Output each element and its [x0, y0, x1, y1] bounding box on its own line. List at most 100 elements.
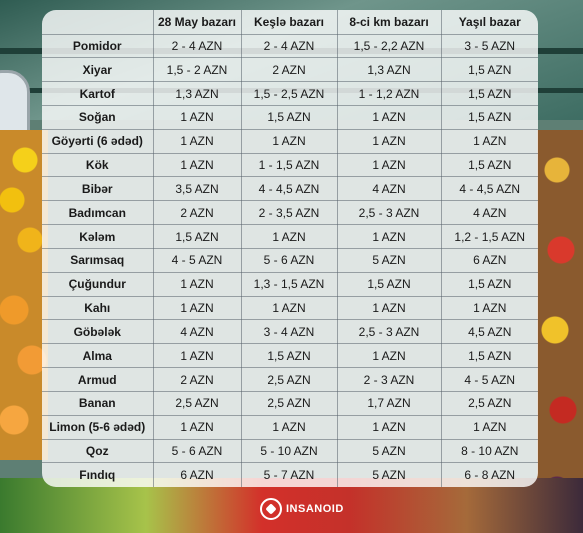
price-cell: 1,5 AZN [440, 343, 538, 369]
price-cell: 1 AZN [240, 224, 338, 249]
price-cell: 5 AZN [336, 462, 442, 487]
price-cell: 1 AZN [440, 295, 538, 321]
price-cell: 2,5 AZN [240, 390, 338, 416]
table-row: Bibər 3,5 AZN 4 - 4,5 AZN 4 AZN 4 - 4,5 AZN [42, 176, 538, 202]
fruit-display-left [0, 130, 48, 460]
price-cell: 2,5 - 3 AZN [336, 200, 442, 226]
price-cell: 1 AZN [336, 152, 442, 178]
product-name-cell: Qoz [42, 438, 154, 464]
price-cell: 6 AZN [152, 462, 242, 487]
header-cell: 28 May bazarı [152, 10, 242, 35]
product-name-cell: Banan [42, 390, 154, 416]
price-cell: 8 - 10 AZN [440, 438, 538, 464]
price-cell: 1 AZN [240, 295, 338, 321]
product-name-cell: Fındıq [42, 462, 154, 487]
price-cell: 4 AZN [440, 200, 538, 226]
fruit-display-right [537, 130, 583, 530]
header-cell: Keşlə bazarı [240, 10, 338, 35]
table-row: Kök 1 AZN 1 - 1,5 AZN 1 AZN 1,5 AZN [42, 152, 538, 178]
price-cell: 2 - 4 AZN [152, 33, 242, 59]
price-cell: 4 - 5 AZN [152, 247, 242, 273]
price-cell: 4 AZN [336, 176, 442, 202]
product-name-cell: Sarımsaq [42, 247, 154, 273]
price-cell: 1,5 - 2,5 AZN [240, 81, 338, 106]
price-cell: 1 AZN [152, 152, 242, 178]
product-name-cell: Kahı [42, 295, 154, 321]
price-cell: 1,3 - 1,5 AZN [240, 271, 338, 297]
price-cell: 2 AZN [240, 57, 338, 83]
price-cell: 2 AZN [152, 200, 242, 226]
table-row: Soğan 1 AZN 1,5 AZN 1 AZN 1,5 AZN [42, 104, 538, 130]
produce-display-bottom [0, 478, 583, 533]
table-row: Limon (5-6 ədəd) 1 AZN 1 AZN 1 AZN 1 AZN [42, 414, 538, 440]
price-cell: 3,5 AZN [152, 176, 242, 202]
price-cell: 5 - 6 AZN [240, 247, 338, 273]
price-cell: 1,5 AZN [440, 81, 538, 106]
product-name-cell: Alma [42, 343, 154, 369]
price-cell: 4 - 4,5 AZN [440, 176, 538, 202]
logo-text: INSANOID [286, 503, 344, 515]
price-cell: 1 AZN [240, 128, 338, 154]
price-cell: 1,5 - 2 AZN [152, 57, 242, 83]
price-cell: 3 - 5 AZN [440, 33, 538, 59]
product-name-cell: Göbələk [42, 319, 154, 345]
price-cell: 1,2 - 1,5 AZN [440, 224, 538, 249]
product-name-cell: Armud [42, 367, 154, 392]
table-header-row: 28 May bazarı Keşlə bazarı 8-ci km bazar… [42, 10, 538, 35]
price-cell: 2,5 AZN [440, 390, 538, 416]
price-cell: 5 AZN [336, 438, 442, 464]
price-cell: 1,5 AZN [440, 271, 538, 297]
table-body: Pomidor 2 - 4 AZN 2 - 4 AZN 1,5 - 2,2 AZN 3 … [42, 33, 538, 487]
table-row: Badımcan 2 AZN 2 - 3,5 AZN 2,5 - 3 AZN 4 AZN [42, 200, 538, 226]
price-cell: 5 - 10 AZN [240, 438, 338, 464]
price-cell: 6 - 8 AZN [440, 462, 538, 487]
price-cell: 2,5 AZN [240, 367, 338, 392]
table-row: Xiyar 1,5 - 2 AZN 2 AZN 1,3 AZN 1,5 AZN [42, 57, 538, 83]
price-cell: 1 AZN [152, 343, 242, 369]
table-row: Kartof 1,3 AZN 1,5 - 2,5 AZN 1 - 1,2 AZN 1,5… [42, 81, 538, 106]
price-table: 28 May bazarı Keşlə bazarı 8-ci km bazar… [42, 10, 538, 487]
price-cell: 1 AZN [336, 343, 442, 369]
logo-icon [260, 498, 282, 520]
price-cell: 1 AZN [440, 128, 538, 154]
price-table-panel: 28 May bazarı Keşlə bazarı 8-ci km bazar… [42, 10, 538, 487]
price-cell: 5 - 7 AZN [240, 462, 338, 487]
table-row: Göyərti (6 ədəd) 1 AZN 1 AZN 1 AZN 1 AZN [42, 128, 538, 154]
price-cell: 5 AZN [336, 247, 442, 273]
product-name-cell: Kök [42, 152, 154, 178]
insanoid-logo: INSANOID [260, 498, 344, 520]
price-cell: 1 - 1,2 AZN [336, 81, 442, 106]
table-row: Armud 2 AZN 2,5 AZN 2 - 3 AZN 4 - 5 AZN [42, 367, 538, 392]
price-cell: 4,5 AZN [440, 319, 538, 345]
price-cell: 1 AZN [152, 414, 242, 440]
price-cell: 4 AZN [152, 319, 242, 345]
price-cell: 1,5 AZN [440, 104, 538, 130]
price-cell: 1 AZN [336, 104, 442, 130]
table-row: Fındıq 6 AZN 5 - 7 AZN 5 AZN 6 - 8 AZN [42, 462, 538, 487]
price-cell: 1,5 AZN [240, 343, 338, 369]
price-cell: 1 AZN [152, 104, 242, 130]
table-row: Pomidor 2 - 4 AZN 2 - 4 AZN 1,5 - 2,2 AZN 3 … [42, 33, 538, 59]
price-cell: 3 - 4 AZN [240, 319, 338, 345]
product-name-cell: Xiyar [42, 57, 154, 83]
product-name-cell: Göyərti (6 ədəd) [42, 128, 154, 154]
price-cell: 4 - 5 AZN [440, 367, 538, 392]
product-name-cell: Pomidor [42, 33, 154, 59]
price-cell: 1 AZN [336, 224, 442, 249]
price-cell: 6 AZN [440, 247, 538, 273]
header-cell [42, 10, 154, 35]
price-cell: 1 AZN [336, 128, 442, 154]
price-cell: 1,5 AZN [240, 104, 338, 130]
product-name-cell: Badımcan [42, 200, 154, 226]
product-name-cell: Bibər [42, 176, 154, 202]
price-cell: 2 - 3 AZN [336, 367, 442, 392]
price-cell: 1 AZN [336, 414, 442, 440]
table-row: Göbələk 4 AZN 3 - 4 AZN 2,5 - 3 AZN 4,5 AZN [42, 319, 538, 345]
table-row: Banan 2,5 AZN 2,5 AZN 1,7 AZN 2,5 AZN [42, 390, 538, 416]
product-name-cell: Kartof [42, 81, 154, 106]
price-cell: 2 - 3,5 AZN [240, 200, 338, 226]
table-row: Çuğundur 1 AZN 1,3 - 1,5 AZN 1,5 AZN 1,5 AZN [42, 271, 538, 297]
product-name-cell: Çuğundur [42, 271, 154, 297]
price-cell: 1 - 1,5 AZN [240, 152, 338, 178]
price-cell: 5 - 6 AZN [152, 438, 242, 464]
